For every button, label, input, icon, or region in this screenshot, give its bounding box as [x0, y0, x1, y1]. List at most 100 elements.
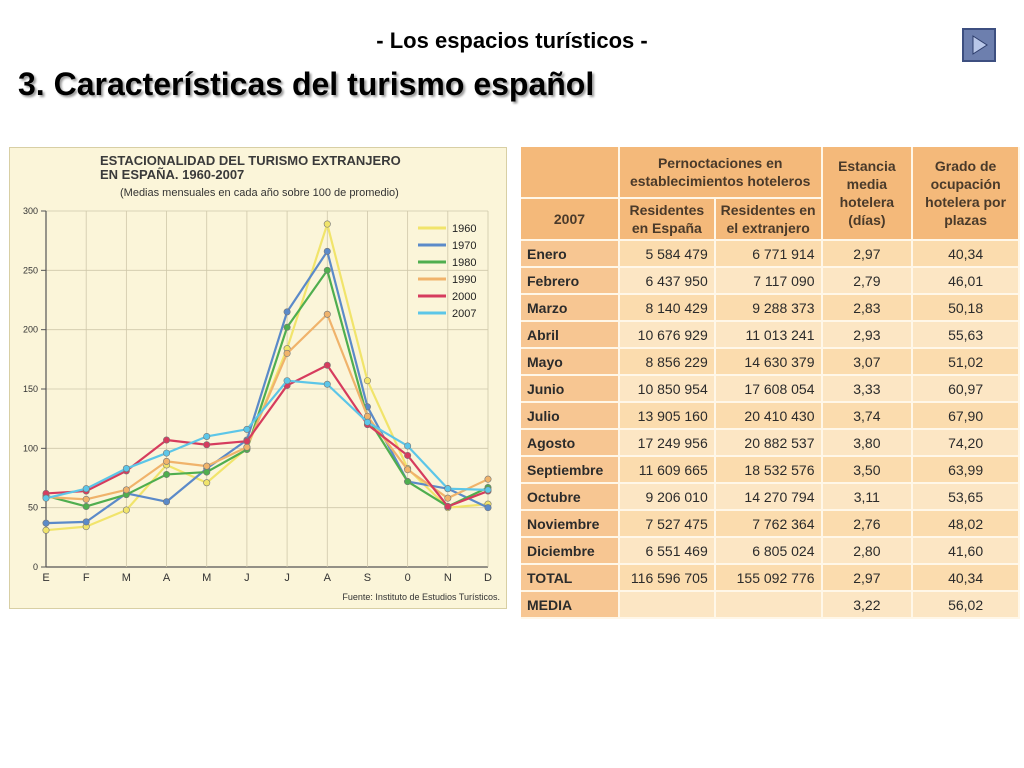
y-tick-label: 250: [23, 265, 38, 275]
x-tick-label: M: [122, 572, 131, 584]
chart-title-line1: ESTACIONALIDAD DEL TURISMO EXTRANJERO: [100, 153, 401, 168]
chart-title: ESTACIONALIDAD DEL TURISMO EXTRANJERO EN…: [100, 154, 401, 182]
series-line-2007: [45, 379, 489, 500]
y-tick-label: 200: [23, 325, 38, 335]
x-tick-label: 0: [405, 572, 411, 584]
data-point-1970: [82, 518, 90, 526]
x-tick-label: N: [444, 572, 452, 584]
cell-estancia: 3,50: [821, 456, 914, 484]
data-point-1980: [323, 266, 331, 274]
cell-grado: 41,60: [912, 537, 1020, 565]
table-row: Abril 10 676 929 11 013 241 2,93 55,63: [521, 321, 1020, 349]
cell-residentes-extranjero: [714, 591, 823, 619]
data-point-1960: [42, 526, 50, 534]
data-point-1990: [283, 349, 291, 357]
table-row: Octubre 9 206 010 14 270 794 3,11 53,65: [521, 483, 1020, 511]
cell-residentes-espana: 5 584 479: [618, 240, 716, 268]
legend-label-1960: 1960: [452, 223, 476, 235]
cell-residentes-extranjero: 17 608 054: [714, 375, 823, 403]
chart-title-line2: EN ESPAÑA. 1960-2007: [100, 167, 245, 182]
cell-residentes-espana: 10 676 929: [618, 321, 716, 349]
data-point-1990: [484, 475, 492, 483]
chart-subtitle: (Medias mensuales en cada año sobre 100 …: [120, 187, 399, 199]
data-point-1980: [283, 323, 291, 331]
legend-label-1970: 1970: [452, 240, 476, 252]
cell-grado: 53,65: [912, 483, 1020, 511]
header-estancia: Estancia media hotelera (días): [821, 147, 914, 241]
row-month: Noviembre: [521, 510, 620, 538]
data-point-1990: [203, 462, 211, 470]
next-slide-button[interactable]: [962, 28, 996, 62]
y-tick-label: 0: [33, 562, 38, 572]
table-row: Enero 5 584 479 6 771 914 2,97 40,34: [521, 240, 1020, 268]
data-point-1970: [42, 519, 50, 527]
data-point-1970: [323, 247, 331, 255]
header-residentes-extranjero: Residentes en el extranjero: [714, 198, 823, 241]
data-point-1980: [163, 470, 171, 478]
row-month: Junio: [521, 375, 620, 403]
row-month: Octubre: [521, 483, 620, 511]
data-point-1990: [363, 412, 371, 420]
seasonality-chart: ESTACIONALIDAD DEL TURISMO EXTRANJERO EN…: [9, 147, 507, 609]
cell-estancia: 2,93: [821, 321, 914, 349]
cell-estancia: 3,80: [821, 429, 914, 457]
cell-grado: 55,63: [912, 321, 1020, 349]
cell-residentes-espana: 8 140 429: [618, 294, 716, 322]
row-month: Marzo: [521, 294, 620, 322]
data-point-2007: [243, 425, 251, 433]
data-point-1990: [243, 443, 251, 451]
cell-estancia: 2,80: [821, 537, 914, 565]
data-point-2007: [42, 494, 50, 502]
cell-residentes-espana: 116 596 705: [618, 564, 716, 592]
row-month: Febrero: [521, 267, 620, 295]
row-month: Julio: [521, 402, 620, 430]
data-point-1990: [404, 466, 412, 474]
series-line-1990: [45, 313, 489, 501]
data-point-2000: [444, 502, 452, 510]
table-row: Julio 13 905 160 20 410 430 3,74 67,90: [521, 402, 1020, 430]
cell-grado: 48,02: [912, 510, 1020, 538]
data-point-1980: [404, 478, 412, 486]
cell-estancia: 2,76: [821, 510, 914, 538]
table-row: TOTAL 116 596 705 155 092 776 2,97 40,34: [521, 564, 1020, 592]
cell-residentes-extranjero: 9 288 373: [714, 294, 823, 322]
table-row: Septiembre 11 609 665 18 532 576 3,50 63,99: [521, 456, 1020, 484]
cell-residentes-extranjero: 7 762 364: [714, 510, 823, 538]
cell-residentes-extranjero: 20 410 430: [714, 402, 823, 430]
data-point-2007: [283, 377, 291, 385]
cell-estancia: 3,33: [821, 375, 914, 403]
x-tick-label: M: [202, 572, 211, 584]
data-point-1990: [82, 495, 90, 503]
table-row: Febrero 6 437 950 7 117 090 2,79 46,01: [521, 267, 1020, 295]
data-point-1990: [163, 457, 171, 465]
slide-subtitle: - Los espacios turísticos -: [376, 28, 648, 53]
data-point-2007: [203, 432, 211, 440]
data-point-2007: [323, 380, 331, 388]
row-month: MEDIA: [521, 591, 620, 619]
y-tick-label: 50: [28, 503, 38, 513]
data-point-2000: [404, 451, 412, 459]
row-month: Mayo: [521, 348, 620, 376]
cell-estancia: 3,74: [821, 402, 914, 430]
data-point-1980: [82, 502, 90, 510]
table-row: Mayo 8 856 229 14 630 379 3,07 51,02: [521, 348, 1020, 376]
table-row: Marzo 8 140 429 9 288 373 2,83 50,18: [521, 294, 1020, 322]
data-point-1990: [323, 310, 331, 318]
data-point-1990: [444, 494, 452, 502]
series-line-1980: [45, 269, 489, 508]
row-month: Septiembre: [521, 456, 620, 484]
data-point-1960: [323, 220, 331, 228]
data-point-2000: [323, 361, 331, 369]
cell-residentes-extranjero: 6 805 024: [714, 537, 823, 565]
table-row: Agosto 17 249 956 20 882 537 3,80 74,20: [521, 429, 1020, 457]
header-pernoctaciones: Pernoctaciones en establecimientos hotel…: [618, 147, 823, 199]
x-tick-label: J: [244, 572, 250, 584]
cell-residentes-espana: 11 609 665: [618, 456, 716, 484]
cell-estancia: 3,22: [821, 591, 914, 619]
cell-grado: 40,34: [912, 564, 1020, 592]
row-month: TOTAL: [521, 564, 620, 592]
cell-grado: 51,02: [912, 348, 1020, 376]
cell-residentes-espana: 7 527 475: [618, 510, 716, 538]
cell-residentes-extranjero: 155 092 776: [714, 564, 823, 592]
data-point-2007: [82, 485, 90, 493]
